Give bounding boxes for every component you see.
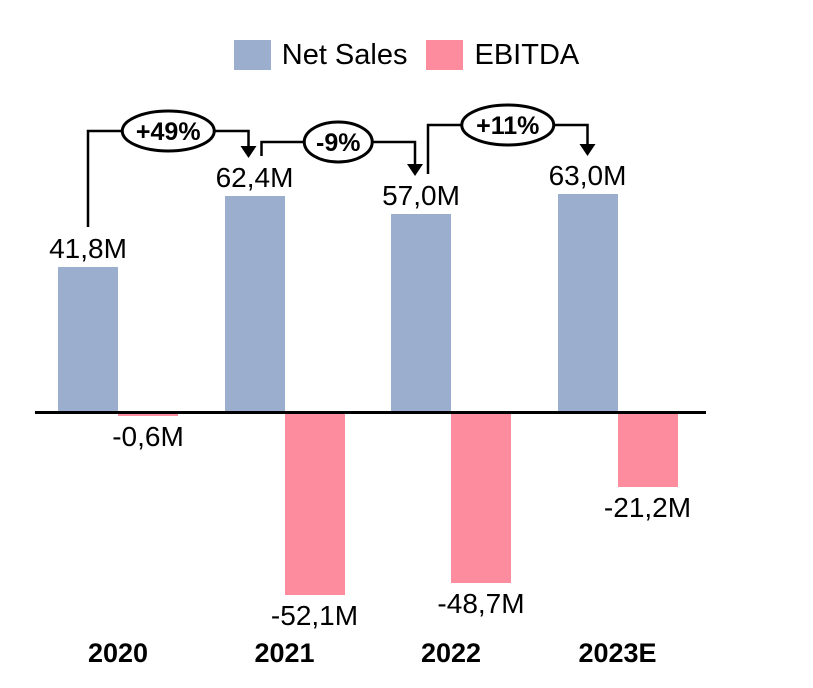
ebitda-value-label-2021: -52,1M xyxy=(270,600,359,631)
legend-label-net-sales: Net Sales xyxy=(281,38,408,71)
net-sales-bar-2023E xyxy=(557,194,618,412)
growth-badge xyxy=(460,103,556,147)
growth-badge xyxy=(302,120,374,164)
net-sales-value-label-2023E: 63,0M xyxy=(548,160,627,191)
ebitda-bar-2020 xyxy=(118,414,178,416)
net-sales-value-label-2022: 57,0M xyxy=(382,180,460,211)
arrow-down-icon xyxy=(579,144,596,156)
ebitda-value-label-2023E: -21,2M xyxy=(603,492,692,523)
ebitda-bar-2023E xyxy=(617,414,678,487)
net-sales-bar-2022 xyxy=(391,214,451,412)
ebitda-value-label-2022: -48,7M xyxy=(437,588,525,619)
net-sales-bar-2020 xyxy=(58,267,118,412)
ebitda-bar-2022 xyxy=(451,414,511,583)
growth-badge-label: -9% xyxy=(316,129,360,157)
x-axis-zero-line xyxy=(35,411,706,414)
legend-swatch-net-sales xyxy=(233,40,271,70)
category-label-2021: 2021 xyxy=(254,638,315,668)
net-sales-value-label-2020: 41,8M xyxy=(49,233,127,264)
net-sales-value-label-2021: 62,4M xyxy=(215,162,294,193)
category-label-2023E: 2023E xyxy=(578,638,657,668)
arrow-down-icon xyxy=(407,164,423,176)
ebitda-bar-2021 xyxy=(284,414,345,595)
legend-label-ebitda: EBITDA xyxy=(474,38,580,71)
growth-badge-label: +11% xyxy=(476,112,539,140)
legend-swatch-ebitda xyxy=(426,40,464,70)
growth-badge-label: +49% xyxy=(136,118,201,146)
growth-badge xyxy=(120,109,216,153)
net-sales-bar-2021 xyxy=(224,196,285,412)
category-label-2022: 2022 xyxy=(420,638,482,668)
legend: Net Sales EBITDA xyxy=(0,40,813,70)
category-label-2020: 2020 xyxy=(87,638,149,668)
ebitda-value-label-2020: -0,6M xyxy=(112,421,184,452)
arrow-down-icon xyxy=(240,146,257,158)
